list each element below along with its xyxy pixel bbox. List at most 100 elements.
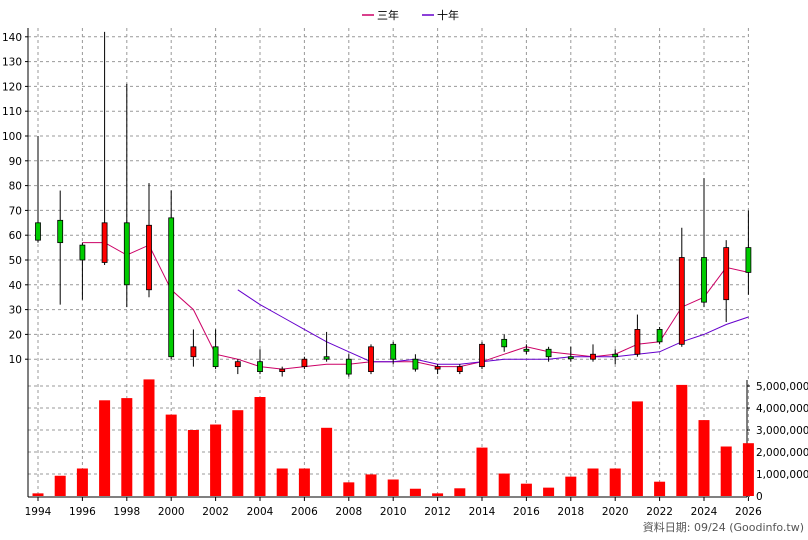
volume-bar [698, 420, 710, 496]
price-y-tick-label: 60 [9, 230, 22, 242]
price-y-tick-label: 50 [9, 255, 22, 267]
x-tick-label: 2000 [158, 506, 185, 518]
volume-bar [654, 481, 666, 496]
volume-bar [476, 447, 488, 496]
price-y-tick-label: 110 [2, 106, 22, 118]
volume-bar [365, 474, 377, 496]
x-tick-label: 2022 [646, 506, 673, 518]
x-tick-label: 2016 [513, 506, 540, 518]
volume-y-ticks: 0 1,000,000 2,000,000 3,000,000 4,000,000 5,0… [756, 381, 808, 503]
volume-bar [409, 488, 421, 496]
candle-body [456, 366, 463, 373]
candle-body [412, 358, 419, 370]
candle-body [212, 346, 219, 368]
x-tick-label: 2008 [335, 506, 362, 518]
volume-bars [32, 379, 754, 496]
candle-body [35, 222, 41, 241]
volume-bar [210, 424, 222, 496]
candle-body [368, 346, 374, 372]
candle-body [523, 348, 530, 352]
volume-bar [432, 493, 444, 496]
candle-body [590, 353, 596, 360]
volume-bar [720, 446, 732, 496]
x-tick-label: 1998 [113, 506, 140, 518]
candle-body [146, 224, 152, 291]
candle-body [123, 222, 130, 286]
price-y-tick-label: 130 [2, 57, 22, 69]
ma-line-10y [237, 289, 749, 365]
x-ticks: 1994 1996 1998 2000 2002 2004 2006 2008 2010 2012… [25, 506, 762, 518]
volume-bar [454, 488, 466, 496]
volume-bar [543, 487, 555, 496]
volume-bar [54, 475, 66, 496]
volume-bar [143, 379, 155, 496]
candle-body [612, 353, 619, 358]
price-y-tick-label: 120 [2, 81, 22, 93]
volume-bar [343, 482, 355, 496]
x-tick-label: 2026 [735, 506, 762, 518]
x-tick-label: 2006 [291, 506, 318, 518]
candle-body [190, 346, 197, 358]
volume-bar [587, 468, 599, 496]
candle-body [79, 244, 86, 261]
axes [25, 28, 750, 501]
volume-bar [387, 479, 399, 496]
candle-body [390, 343, 397, 360]
volume-bar [565, 476, 577, 496]
candle-body [634, 329, 641, 355]
volume-bar [121, 398, 133, 496]
volume-y-tick-label: 3,000,000 [756, 425, 808, 437]
volume-y-tick-label: 4,000,000 [756, 403, 808, 415]
candle-body [57, 219, 64, 244]
x-tick-label: 2020 [602, 506, 629, 518]
volume-bar [76, 468, 88, 496]
legend: 三年 十年 [362, 8, 459, 22]
volume-bar [99, 400, 111, 496]
candle-body [323, 356, 330, 360]
price-y-tick-label: 100 [2, 131, 22, 143]
x-tick-label: 2024 [691, 506, 718, 518]
price-y-tick-label: 80 [9, 181, 22, 193]
price-y-ticks: 10 20 30 40 50 60 70 80 90 100 110 120 130 140 [2, 32, 22, 366]
candles [35, 31, 752, 377]
volume-bar [298, 468, 310, 496]
price-grid [28, 28, 749, 382]
x-tick-label: 2012 [424, 506, 451, 518]
volume-y-tick-label: 2,000,000 [756, 447, 808, 459]
volume-bar [631, 401, 643, 496]
volume-bar [254, 397, 266, 496]
volume-y-tick-label: 0 [756, 491, 763, 503]
price-y-tick-label: 30 [9, 305, 22, 317]
candle-body [567, 356, 574, 360]
price-y-tick-label: 20 [9, 329, 22, 341]
price-y-tick-label: 70 [9, 205, 22, 217]
moving-average-lines [82, 242, 749, 370]
x-tick-label: 1996 [69, 506, 96, 518]
candle-body [434, 366, 441, 370]
candle-body [234, 361, 241, 368]
candle-body [701, 257, 707, 303]
x-tick-label: 2004 [247, 506, 274, 518]
price-y-tick-label: 40 [9, 280, 22, 292]
volume-bar [520, 483, 532, 496]
ma-line-3y [82, 242, 749, 370]
x-tick-label: 2018 [557, 506, 584, 518]
candle-body [257, 361, 263, 372]
price-y-tick-label: 140 [2, 32, 22, 44]
volume-bar [321, 427, 333, 496]
volume-bar [676, 384, 688, 496]
candle-body [678, 257, 685, 345]
x-tick-label: 2010 [380, 506, 407, 518]
price-y-tick-label: 90 [9, 156, 22, 168]
volume-bar [32, 493, 44, 496]
candle-body [656, 329, 663, 343]
x-tick-label: 2002 [202, 506, 229, 518]
x-tick-label: 1994 [25, 506, 52, 518]
legend-label: 三年 [377, 8, 399, 22]
volume-bar [742, 443, 754, 496]
volume-bar [187, 430, 199, 496]
candle-body [168, 217, 175, 358]
footer-source: 資料日期: 09/24 (Goodinfo.tw) [643, 520, 804, 534]
candle-body [301, 358, 308, 368]
